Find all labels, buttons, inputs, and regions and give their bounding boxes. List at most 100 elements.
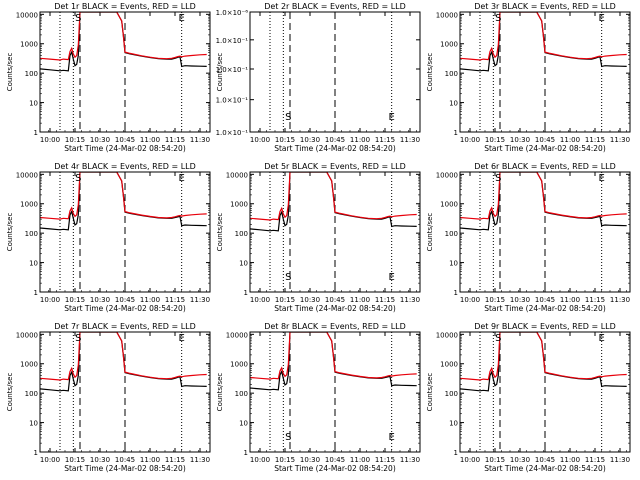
marker-E: E — [599, 173, 605, 184]
x-tick-label: 11:15 — [165, 296, 185, 304]
series-line-lld — [40, 12, 207, 61]
marker-E: E — [389, 432, 395, 443]
x-axis-label: Start Time (24-Mar-02 08:54:20) — [484, 144, 606, 153]
panel-7: Det 7r BLACK = Events, RED = LLD 1 10 100 10… — [6, 322, 211, 473]
marker-S: S — [495, 333, 501, 344]
marker-S: S — [495, 13, 501, 24]
y-tick-label: 100 — [25, 70, 38, 78]
x-tick-label: 10:45 — [325, 296, 345, 304]
x-tick-label: 11:30 — [400, 136, 420, 144]
y-tick-label: 1000 — [440, 361, 458, 369]
x-tick-label: 10:30 — [510, 136, 530, 144]
series-line-lld — [250, 332, 417, 380]
x-axis-label: Start Time (24-Mar-02 08:54:20) — [64, 464, 186, 473]
marker-S: S — [75, 173, 81, 184]
panel-title: Det 4r BLACK = Events, RED = LLD — [54, 162, 196, 171]
y-axis-label: Counts/sec — [6, 213, 14, 252]
y-tick-label: 10 — [449, 100, 458, 108]
y-tick-label: 100 — [445, 230, 458, 238]
y-tick-label: 1 — [34, 449, 38, 457]
y-tick-label: 100 — [445, 70, 458, 78]
x-tick-label: 10:45 — [535, 456, 555, 464]
x-tick-label: 11:15 — [165, 456, 185, 464]
marker-E: E — [599, 13, 605, 24]
marker-E: E — [389, 112, 395, 123]
x-tick-label: 10:45 — [535, 296, 555, 304]
x-tick-label: 11:30 — [190, 136, 210, 144]
y-tick-label: 100 — [235, 230, 248, 238]
y-tick-label: 1 — [34, 289, 38, 297]
y-axis-label: Counts/sec — [216, 53, 224, 92]
y-tick-label: 100 — [235, 390, 248, 398]
x-tick-label: 10:30 — [90, 136, 110, 144]
x-tick-label: 10:00 — [250, 456, 270, 464]
x-tick-label: 11:00 — [140, 296, 160, 304]
y-tick-label: 100 — [25, 390, 38, 398]
panel-9: Det 9r BLACK = Events, RED = LLD 1 10 100 10… — [426, 322, 631, 473]
panel-5: Det 5r BLACK = Events, RED = LLD 1 10 100 10… — [216, 162, 421, 313]
x-tick-label: 11:30 — [610, 296, 630, 304]
x-tick-label: 11:15 — [585, 296, 605, 304]
x-tick-label: 11:30 — [400, 456, 420, 464]
y-tick-label: 10 — [29, 260, 38, 268]
y-tick-label: 100 — [445, 390, 458, 398]
marker-S: S — [285, 432, 291, 443]
y-tick-label: 10000 — [226, 171, 248, 179]
x-tick-label: 11:15 — [585, 456, 605, 464]
panel-3: Det 3r BLACK = Events, RED = LLD 1 10 100 10… — [426, 2, 631, 153]
x-tick-label: 11:00 — [560, 296, 580, 304]
y-axis-label: Counts/sec — [216, 373, 224, 412]
y-tick-label: 1 — [454, 289, 458, 297]
x-tick-label: 11:00 — [560, 456, 580, 464]
x-tick-label: 11:00 — [560, 136, 580, 144]
y-tick-label: 1 — [454, 129, 458, 137]
plot-frame — [459, 331, 631, 453]
panel-title: Det 1r BLACK = Events, RED = LLD — [54, 2, 196, 11]
y-tick-label: 10000 — [436, 171, 458, 179]
y-tick-label: 1.0×10⁻¹ — [216, 37, 249, 45]
y-tick-label: 10 — [29, 420, 38, 428]
marker-S: S — [75, 13, 81, 24]
x-tick-label: 10:00 — [40, 136, 60, 144]
panel-title: Det 2r BLACK = Events, RED = LLD — [264, 2, 406, 11]
series-line-lld — [40, 172, 207, 220]
marker-E: E — [179, 13, 185, 24]
x-tick-label: 11:00 — [350, 296, 370, 304]
x-tick-label: 10:45 — [325, 456, 345, 464]
y-tick-label: 1000 — [20, 201, 38, 209]
x-tick-label: 11:30 — [610, 456, 630, 464]
plot-frame — [459, 171, 631, 293]
panel-title: Det 6r BLACK = Events, RED = LLD — [474, 162, 616, 171]
x-axis-label: Start Time (24-Mar-02 08:54:20) — [274, 304, 396, 313]
y-tick-label: 1000 — [440, 201, 458, 209]
series-line-lld — [460, 12, 627, 61]
x-tick-label: 10:15 — [485, 296, 505, 304]
marker-S: S — [285, 272, 291, 283]
y-tick-label: 1000 — [440, 41, 458, 49]
x-tick-label: 10:30 — [90, 456, 110, 464]
x-tick-label: 10:15 — [485, 456, 505, 464]
y-axis-label: Counts/sec — [6, 53, 14, 92]
x-tick-label: 11:15 — [375, 456, 395, 464]
x-tick-label: 10:00 — [40, 296, 60, 304]
x-tick-label: 10:00 — [460, 456, 480, 464]
x-tick-label: 10:30 — [300, 456, 320, 464]
x-tick-label: 10:00 — [460, 296, 480, 304]
marker-E: E — [179, 173, 185, 184]
x-tick-label: 10:30 — [510, 296, 530, 304]
x-axis-label: Start Time (24-Mar-02 08:54:20) — [64, 304, 186, 313]
y-axis-label: Counts/sec — [216, 213, 224, 252]
y-tick-label: 10 — [29, 100, 38, 108]
y-tick-label: 10 — [239, 420, 248, 428]
x-tick-label: 11:00 — [350, 456, 370, 464]
x-tick-label: 10:45 — [115, 456, 135, 464]
x-tick-label: 10:00 — [460, 136, 480, 144]
x-axis-label: Start Time (24-Mar-02 08:54:20) — [274, 464, 396, 473]
plot-frame — [249, 171, 421, 293]
series-line-lld — [250, 172, 417, 221]
marker-E: E — [599, 333, 605, 344]
x-axis-label: Start Time (24-Mar-02 08:54:20) — [64, 144, 186, 153]
panel-6: Det 6r BLACK = Events, RED = LLD 1 10 100 10… — [426, 162, 631, 313]
x-tick-label: 10:30 — [300, 296, 320, 304]
series-line-lld — [40, 332, 207, 381]
